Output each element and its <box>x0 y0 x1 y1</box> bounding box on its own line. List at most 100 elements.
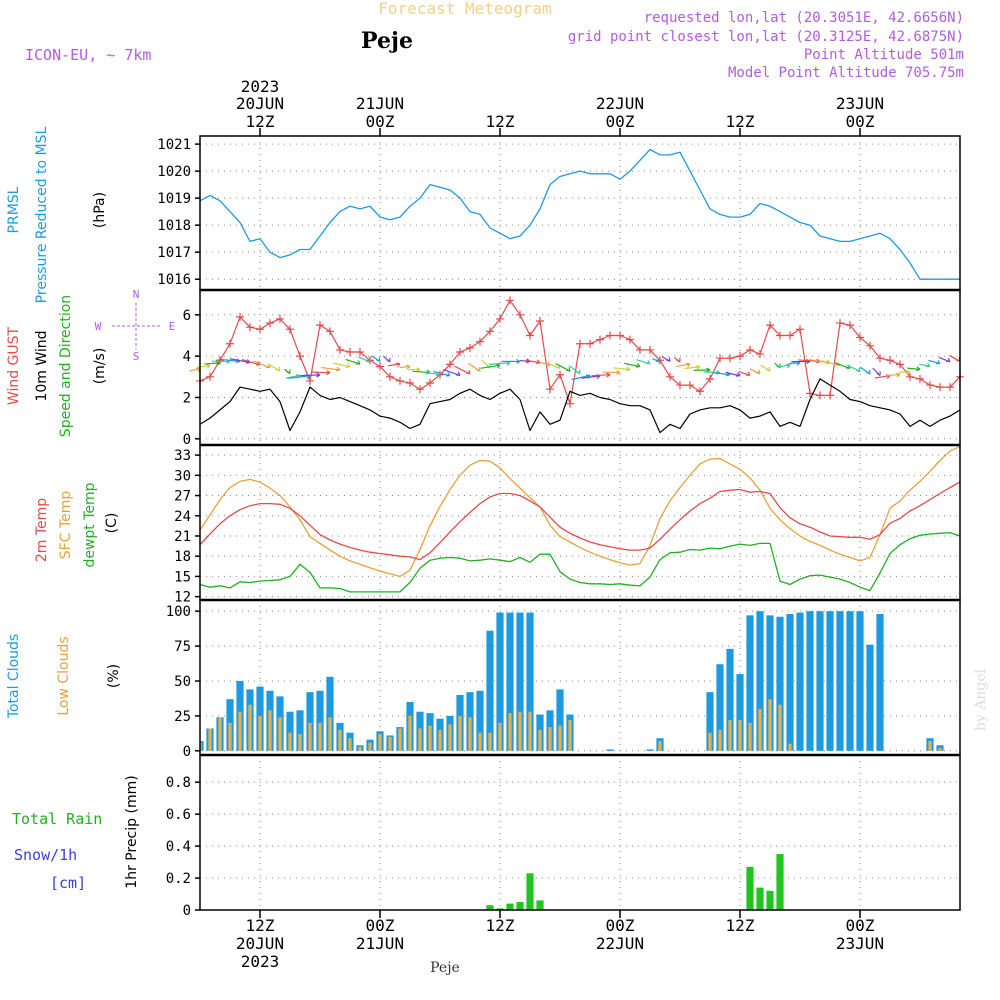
wind-direction-arrow <box>443 369 461 377</box>
pressure-title-2: Pressure Reduced to MSL <box>34 126 50 303</box>
temperature-panel: 2m Temp SFC Temp dewpt Temp (C) <box>34 482 120 567</box>
wind-direction-arrow <box>591 372 611 378</box>
low-cloud-bar <box>468 717 472 751</box>
wind-title-3: Speed and Direction <box>58 295 74 437</box>
wind-direction-arrow <box>636 359 651 365</box>
pressure-panel: PRMSL Pressure Reduced to MSL (hPa) <box>6 126 108 303</box>
low-cloud-bar <box>788 743 792 751</box>
low-cloud-bar <box>258 715 262 751</box>
low-cloud-bar <box>568 720 572 751</box>
wind-direction-arrow <box>357 356 371 363</box>
wind-direction-arrow <box>370 355 381 362</box>
low-cloud-bar <box>208 728 212 751</box>
gust-marker <box>486 327 494 336</box>
gust-marker <box>616 331 624 340</box>
total-cloud-bar <box>746 615 754 751</box>
y-tick-label: 0.2 <box>166 871 191 887</box>
wind-direction-arrow <box>321 366 341 372</box>
low-cloud-bar <box>308 722 312 751</box>
requested-coords: requested lon,lat (20.3051E, 42.6656N) <box>644 10 964 26</box>
low-cloud-bar <box>438 729 442 751</box>
rain-bar <box>526 873 534 910</box>
compass-w: W <box>95 320 102 333</box>
rain-bar <box>506 903 514 910</box>
low-cloud-bar <box>738 720 742 751</box>
gust-marker <box>866 341 874 350</box>
total-cloud-bar <box>496 612 504 751</box>
total-cloud-bar <box>646 749 654 751</box>
total-cloud-bar <box>806 611 814 751</box>
wind-direction-arrow <box>382 355 391 363</box>
wind-direction-arrow <box>749 368 761 375</box>
wind-direction-arrow <box>602 369 621 375</box>
rain-bar <box>766 890 774 910</box>
gust-marker <box>496 314 504 323</box>
top-time-label: 21JUN <box>356 94 404 113</box>
low-cloud-bar <box>388 736 392 751</box>
top-time-label: 12Z <box>726 112 755 131</box>
low-cloud-bar <box>458 715 462 751</box>
rain-bar <box>516 902 524 910</box>
wind-direction-arrow <box>928 359 941 365</box>
low-cloud-bar <box>478 732 482 751</box>
wind-direction-arrow <box>388 362 401 368</box>
top-time-label: 00Z <box>846 112 875 131</box>
wind-direction-arrow <box>300 372 321 378</box>
rain-bar <box>776 854 784 910</box>
gust-marker <box>896 360 904 369</box>
bottom-time-label: 20JUN <box>236 934 284 953</box>
gust-marker <box>546 385 554 394</box>
low-cloud-bar <box>278 717 282 751</box>
gust-marker <box>336 345 344 354</box>
total-cloud-bar <box>556 689 564 751</box>
wind-direction-arrow <box>345 358 361 365</box>
low-cloud-bar <box>498 722 502 751</box>
gust-marker <box>676 381 684 390</box>
top-time-label: 12Z <box>246 112 275 131</box>
wind-ylabel: (m/s) <box>92 348 108 385</box>
total-cloud-bar <box>816 611 824 751</box>
gust-marker <box>886 356 894 365</box>
wind-direction-arrow <box>938 356 951 363</box>
y-tick-label: 24 <box>174 509 191 525</box>
low-cloud-bar <box>718 729 722 751</box>
low-cloud-bar <box>298 734 302 751</box>
precip-title-1: Total Rain <box>12 810 102 828</box>
gust-marker <box>946 383 954 392</box>
dewpt-line <box>199 531 961 593</box>
total-cloud-bar <box>876 613 884 751</box>
total-cloud-bar <box>756 611 764 751</box>
clouds-ylabel: (%) <box>106 664 122 688</box>
gust-marker <box>526 331 534 340</box>
bottom-time-label: 21JUN <box>356 934 404 953</box>
wind-speed-line <box>199 378 961 434</box>
total-cloud-bar <box>826 611 834 751</box>
total-cloud-bar <box>726 648 734 751</box>
temp-ylabel: (C) <box>104 513 120 534</box>
clouds-title-1: Total Clouds <box>6 634 22 719</box>
gust-marker <box>276 314 284 323</box>
wind-title-2: 10m Wind <box>34 330 50 401</box>
gust-marker <box>776 331 784 340</box>
y-tick-label: 21 <box>174 529 191 545</box>
total-cloud-bar <box>796 612 804 751</box>
low-cloud-bar <box>218 717 222 751</box>
rain-bar <box>536 900 544 910</box>
precip-ylabel: 1hr Precip (mm) <box>124 775 140 888</box>
total-cloud-bar <box>786 613 794 751</box>
gust-marker <box>376 362 384 371</box>
y-tick-label: 1020 <box>157 164 191 180</box>
low-cloud-bar <box>348 738 352 751</box>
low-cloud-bar <box>428 725 432 751</box>
wind-direction-arrow <box>624 362 641 368</box>
frame-layer: 1016101710181019102010210246121518212427… <box>157 135 961 919</box>
gust-marker <box>726 354 734 363</box>
gust-marker <box>226 339 234 348</box>
wind-direction-arrow <box>267 363 281 372</box>
top-time-label: 23JUN <box>836 94 884 113</box>
y-tick-label: 2 <box>183 390 191 406</box>
gust-marker <box>476 337 484 346</box>
rain-bar <box>496 908 504 910</box>
